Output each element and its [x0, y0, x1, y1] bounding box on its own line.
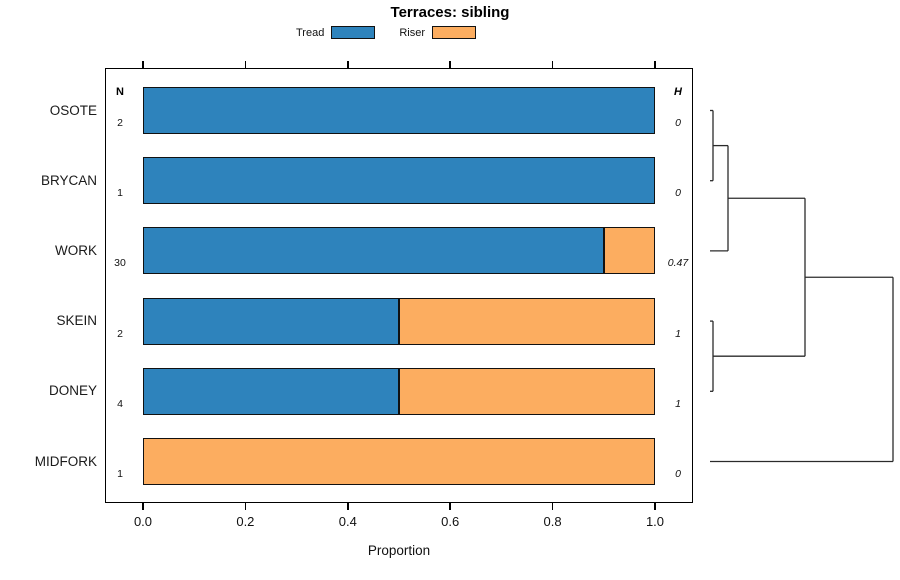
- n-value: 2: [117, 117, 123, 129]
- x-tick-label: 1.0: [645, 514, 665, 529]
- h-value: 1: [675, 397, 681, 410]
- category-label-midfork: MIDFORK: [34, 453, 97, 469]
- h-value: 0.47: [667, 257, 689, 270]
- bar-row-midfork: [143, 438, 655, 485]
- x-axis-top-tick: [142, 61, 144, 68]
- bar-row-brycan: [143, 157, 655, 205]
- x-axis-bottom-tick: [449, 503, 451, 510]
- bar-segment-riser: [603, 227, 655, 275]
- h-value: 0: [675, 468, 681, 480]
- legend: Tread Riser: [296, 26, 476, 39]
- bar-segment-tread: [143, 87, 655, 134]
- h-value: 1: [675, 327, 681, 340]
- x-axis-top-tick: [347, 61, 349, 68]
- x-tick-label: 0.4: [338, 514, 357, 529]
- h-value: 0: [675, 117, 681, 129]
- x-axis-title: Proportion: [367, 543, 431, 558]
- riser-color-swatch: [432, 26, 476, 39]
- legend-item-tread: Tread: [296, 26, 376, 39]
- bar-segment-tread: [143, 157, 655, 205]
- legend-item-riser: Riser: [399, 26, 476, 39]
- category-label-brycan: BRYCAN: [40, 172, 97, 188]
- x-axis-top-tick: [654, 61, 656, 68]
- tread-color-swatch: [331, 26, 376, 39]
- x-tick-label: 0.0: [133, 514, 153, 529]
- plot-area: [105, 68, 693, 503]
- n-value: 30: [114, 257, 126, 270]
- bar-row-osote: [143, 87, 655, 134]
- x-axis-top-tick: [449, 61, 451, 68]
- bar-segment-riser: [399, 297, 655, 345]
- x-axis-top-tick: [551, 61, 554, 68]
- legend-label-riser: Riser: [399, 26, 425, 39]
- category-label-work: WORK: [55, 242, 97, 258]
- bar-segment-riser: [399, 367, 655, 415]
- bar-segment-tread: [143, 297, 399, 345]
- bar-segment-riser: [143, 438, 655, 485]
- n-value: 1: [117, 468, 123, 480]
- x-axis-bottom-tick: [551, 503, 554, 510]
- n-column-header: N: [116, 86, 124, 98]
- n-value: 2: [117, 327, 123, 340]
- x-axis-bottom-tick: [654, 503, 656, 510]
- x-tick-label: 0.6: [441, 514, 460, 529]
- bar-segment-tread: [143, 367, 399, 415]
- bar-row-work: [143, 227, 655, 275]
- chart-title: Terraces: sibling: [390, 4, 510, 21]
- legend-label-tread: Tread: [296, 26, 325, 39]
- x-axis-top-tick: [244, 61, 247, 68]
- bar-row-doney: [143, 367, 655, 415]
- bar-segment-tread: [143, 227, 604, 275]
- x-tick-label: 0.8: [543, 514, 562, 529]
- category-label-skein: SKEIN: [56, 313, 97, 329]
- bar-row-skein: [143, 297, 655, 345]
- h-column-header: H: [674, 86, 682, 98]
- x-axis-bottom-tick: [347, 503, 349, 510]
- n-value: 1: [117, 187, 123, 200]
- h-value: 0: [675, 187, 681, 200]
- category-label-osote: OSOTE: [49, 102, 97, 118]
- category-label-doney: DONEY: [48, 383, 97, 399]
- x-tick-label: 0.2: [236, 514, 255, 529]
- n-value: 4: [117, 397, 123, 410]
- x-axis-bottom-tick: [244, 503, 247, 510]
- x-axis-bottom-tick: [142, 503, 144, 510]
